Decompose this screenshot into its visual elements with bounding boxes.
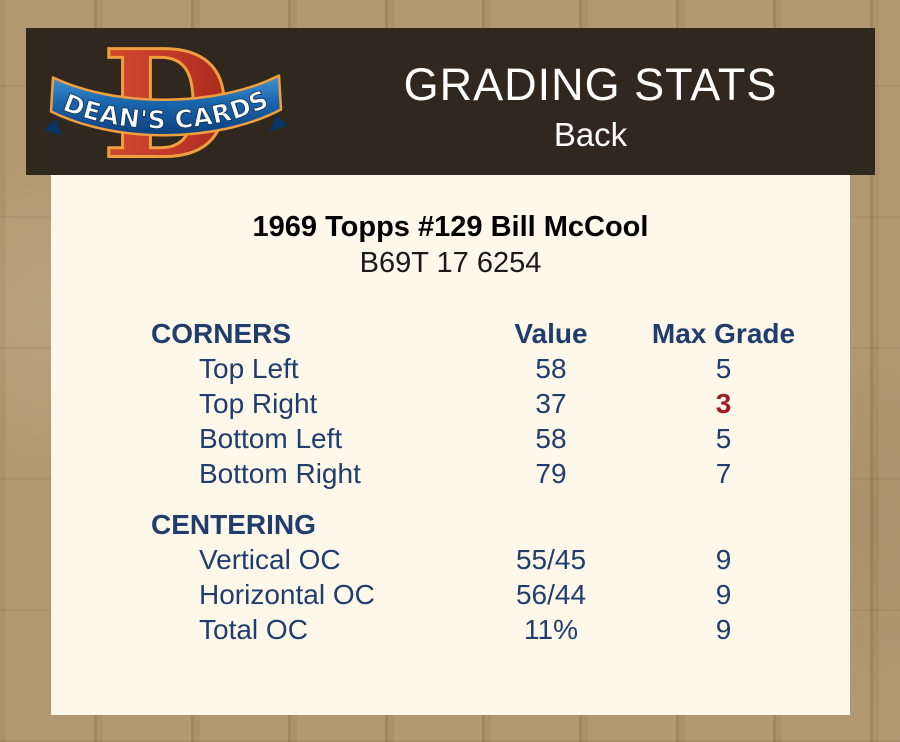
table-row: Total OC 11% 9: [151, 612, 816, 647]
row-label: Horizontal OC: [199, 578, 375, 610]
row-label: Top Left: [199, 352, 299, 384]
table-section-row: CENTERING: [151, 507, 816, 542]
row-max-grade: 5: [715, 422, 732, 454]
row-label: Bottom Right: [199, 457, 361, 489]
table-row: Top Right 37 3: [151, 386, 816, 421]
row-label: Vertical OC: [199, 543, 341, 575]
header-bar: D DEAN'S CARDS GRADING STATS Back: [26, 28, 875, 175]
row-value: 58: [535, 422, 567, 454]
logo-ribbon: [49, 74, 283, 137]
row-label: Total OC: [199, 613, 308, 645]
table-row: Bottom Left 58 5: [151, 421, 816, 456]
table-row: Vertical OC 55/45 9: [151, 542, 816, 577]
deans-cards-logo[interactable]: D DEAN'S CARDS: [46, 34, 286, 169]
row-value: 56/44: [515, 578, 587, 610]
deans-cards-logo-graphic: D DEAN'S CARDS: [46, 34, 286, 169]
row-label: Top Right: [199, 387, 318, 419]
row-max-grade: 9: [715, 613, 732, 645]
header-titles: GRADING STATS Back: [306, 28, 875, 175]
row-value: 55/45: [515, 543, 587, 575]
section-header-centering: CENTERING: [151, 508, 316, 540]
row-value: 11%: [524, 613, 578, 645]
stats-panel: 1969 Topps #129 Bill McCool B69T 17 6254…: [51, 175, 850, 715]
table-row: Top Left 58 5: [151, 351, 816, 386]
logo-ribbon-left-fold: [46, 119, 62, 136]
column-header-value: Value: [514, 317, 588, 349]
row-max-grade: 9: [715, 578, 732, 610]
row-label: Bottom Left: [199, 422, 343, 454]
table-row: Horizontal OC 56/44 9: [151, 577, 816, 612]
page-subtitle: Back: [553, 116, 628, 154]
row-max-grade: 7: [715, 457, 732, 489]
row-value: 37: [535, 387, 567, 419]
card-title: 1969 Topps #129 Bill McCool: [252, 211, 649, 243]
grading-table: CORNERS Value Max Grade Top Left 58 5 To…: [151, 316, 816, 647]
card-code: B69T 17 6254: [359, 247, 542, 279]
table-row: Bottom Right 79 7: [151, 456, 816, 491]
row-value: 58: [535, 352, 567, 384]
row-max-grade: 9: [715, 543, 732, 575]
row-max-grade: 5: [715, 352, 732, 384]
page-title: GRADING STATS: [403, 58, 778, 110]
section-header-corners: CORNERS: [151, 317, 292, 349]
row-max-grade-highlighted: 3: [715, 387, 732, 419]
table-header-row: CORNERS Value Max Grade: [151, 316, 816, 351]
column-header-max-grade: Max Grade: [651, 317, 796, 349]
row-value: 79: [535, 457, 567, 489]
logo-ribbon-right-fold: [270, 115, 286, 132]
